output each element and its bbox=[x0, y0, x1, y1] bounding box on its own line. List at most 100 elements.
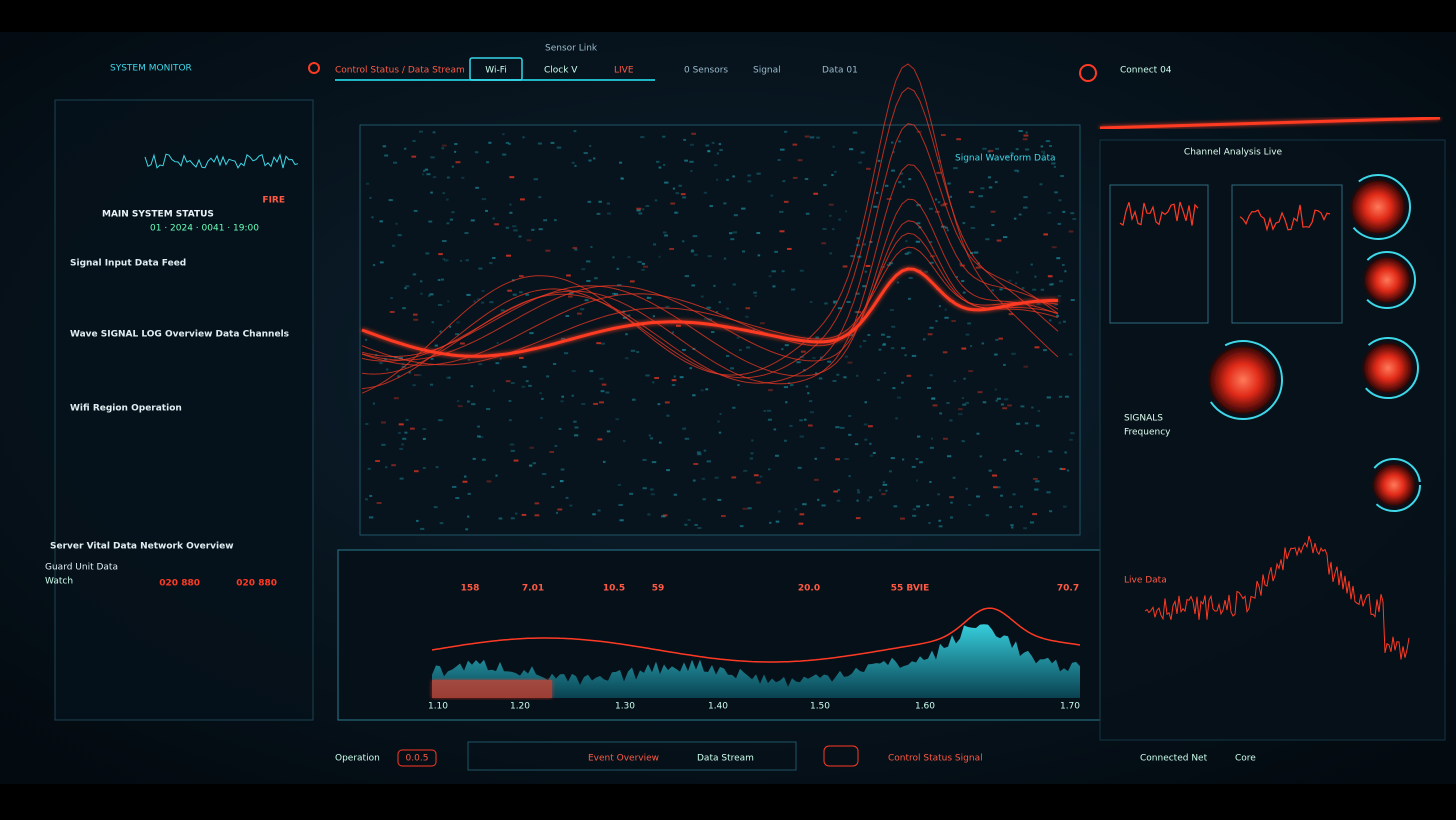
readouts-: 59 bbox=[652, 584, 665, 594]
footer-button[interactable] bbox=[397, 749, 437, 767]
pixel bbox=[815, 372, 818, 375]
pixel bbox=[500, 309, 505, 312]
pixel bbox=[1064, 451, 1067, 454]
pixel bbox=[449, 218, 453, 221]
pixel bbox=[804, 178, 809, 181]
pixel bbox=[967, 322, 971, 325]
pixel bbox=[1057, 294, 1062, 297]
mainpanel-legend: Signal Waveform Data bbox=[955, 154, 1056, 164]
pixel bbox=[390, 297, 393, 300]
pixel bbox=[1051, 162, 1056, 165]
pixel bbox=[433, 506, 438, 509]
pixel bbox=[926, 386, 931, 389]
pixel bbox=[958, 413, 963, 416]
pixel bbox=[822, 228, 827, 231]
pixel bbox=[832, 145, 835, 148]
pixel bbox=[470, 385, 474, 388]
pixel bbox=[940, 204, 946, 207]
pixel bbox=[820, 447, 825, 450]
pixel bbox=[424, 168, 429, 171]
pixel bbox=[430, 191, 433, 194]
pixel bbox=[975, 266, 981, 269]
pixel bbox=[636, 351, 640, 354]
footer-frame bbox=[467, 741, 797, 771]
sections-: Wave SIGNAL LOG Overview Data Channels bbox=[70, 330, 289, 340]
pixel bbox=[630, 349, 636, 352]
pixel bbox=[1022, 138, 1028, 141]
pixel bbox=[643, 265, 649, 268]
pixel bbox=[565, 315, 570, 318]
pixel bbox=[640, 136, 645, 139]
area bbox=[432, 624, 1080, 698]
pixel bbox=[892, 151, 895, 154]
pixel bbox=[929, 326, 934, 329]
pixel bbox=[481, 198, 487, 201]
stats-: Signal bbox=[753, 66, 781, 76]
pixel bbox=[864, 401, 867, 404]
pixel bbox=[1070, 212, 1075, 215]
pixel bbox=[906, 251, 911, 254]
pixel bbox=[932, 404, 938, 407]
pixel bbox=[995, 399, 998, 402]
pixel bbox=[902, 458, 905, 461]
pixel bbox=[488, 141, 492, 144]
pixel bbox=[663, 231, 667, 234]
pixel bbox=[559, 480, 563, 483]
pixel bbox=[1002, 407, 1008, 410]
pixel bbox=[935, 320, 938, 323]
pixel bbox=[577, 312, 582, 315]
pixel bbox=[560, 400, 564, 403]
bottomaxis-: 1.30 bbox=[615, 702, 635, 712]
pixel bbox=[449, 325, 452, 328]
pixel bbox=[962, 222, 966, 225]
pixel bbox=[522, 136, 525, 139]
pixel bbox=[827, 360, 832, 363]
pixel bbox=[664, 234, 669, 237]
pixel bbox=[800, 350, 806, 353]
pixel bbox=[867, 333, 871, 336]
pixel bbox=[994, 388, 997, 391]
pixel bbox=[775, 454, 779, 457]
pixel bbox=[949, 419, 953, 422]
pixel bbox=[540, 416, 543, 419]
pixel bbox=[721, 515, 726, 518]
pixel bbox=[684, 159, 689, 162]
tab-frame[interactable] bbox=[469, 57, 523, 81]
pixel bbox=[884, 184, 889, 187]
footer-: Operation bbox=[335, 754, 380, 764]
pixel bbox=[985, 514, 990, 517]
pixel bbox=[404, 431, 408, 434]
pixel bbox=[1014, 169, 1019, 172]
pixel bbox=[865, 264, 871, 267]
pixel bbox=[492, 389, 495, 392]
pixel bbox=[510, 382, 515, 385]
gauge bbox=[1210, 347, 1276, 413]
pixel bbox=[862, 243, 866, 246]
pixel bbox=[818, 377, 823, 380]
pixel bbox=[1065, 395, 1069, 398]
pixel bbox=[711, 331, 715, 334]
pixel bbox=[474, 151, 479, 154]
pixel bbox=[711, 141, 715, 144]
pixel bbox=[614, 293, 619, 296]
pixel bbox=[781, 270, 785, 273]
pixel bbox=[402, 437, 407, 440]
pixel bbox=[369, 196, 372, 199]
pixel bbox=[1012, 493, 1016, 496]
pixel bbox=[421, 173, 425, 176]
pixel bbox=[1046, 396, 1051, 399]
pixel bbox=[862, 285, 867, 288]
pixel bbox=[878, 348, 882, 351]
pixel bbox=[713, 164, 718, 167]
pixel bbox=[1047, 275, 1053, 278]
footer-button[interactable] bbox=[823, 745, 859, 767]
pixel bbox=[381, 443, 386, 446]
right-panel bbox=[1099, 139, 1446, 741]
pixel bbox=[858, 161, 862, 164]
pixel bbox=[846, 300, 851, 303]
pixel bbox=[1046, 491, 1051, 494]
readouts-: 20.0 bbox=[798, 584, 820, 594]
pixel bbox=[430, 156, 435, 159]
pixel bbox=[486, 480, 492, 483]
pixel bbox=[416, 519, 419, 522]
